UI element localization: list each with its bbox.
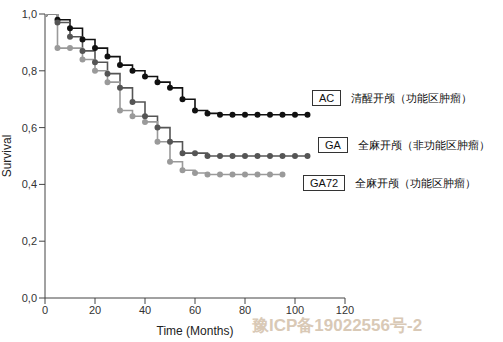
svg-text:80: 80 (239, 304, 251, 316)
html-text:AC: AC (319, 92, 335, 104)
svg-text:0,8: 0,8 (22, 65, 37, 77)
svg-text:60: 60 (189, 304, 201, 316)
html-text:GA: GA (325, 139, 341, 151)
svg-text:Survival: Survival (8, 135, 14, 178)
svg-text:0: 0 (42, 304, 48, 316)
svg-text:20: 20 (89, 304, 101, 316)
svg-text:0,0: 0,0 (22, 292, 37, 304)
html-text:全麻开颅（非功能区肿瘤）: 全麻开颅（非功能区肿瘤） (357, 138, 490, 151)
html-text:全麻开颅（功能区肿瘤）: 全麻开颅（功能区肿瘤） (355, 176, 477, 189)
svg-text:0,2: 0,2 (22, 235, 37, 247)
svg-text:0,4: 0,4 (22, 178, 37, 190)
svg-text:40: 40 (139, 304, 151, 316)
html-text:清醒开颅（功能区肿瘤）: 清醒开颅（功能区肿瘤） (351, 91, 473, 104)
svg-text:0,6: 0,6 (22, 122, 37, 134)
svg-text:120: 120 (336, 304, 354, 316)
html-text:GA72: GA72 (310, 177, 339, 189)
svg-text:Time (Months): Time (Months) (157, 324, 234, 338)
html-text:豫ICP备19022556号-2: 豫ICP备19022556号-2 (252, 316, 423, 335)
svg-text:1,0: 1,0 (22, 8, 37, 20)
svg-text:100: 100 (286, 304, 304, 316)
